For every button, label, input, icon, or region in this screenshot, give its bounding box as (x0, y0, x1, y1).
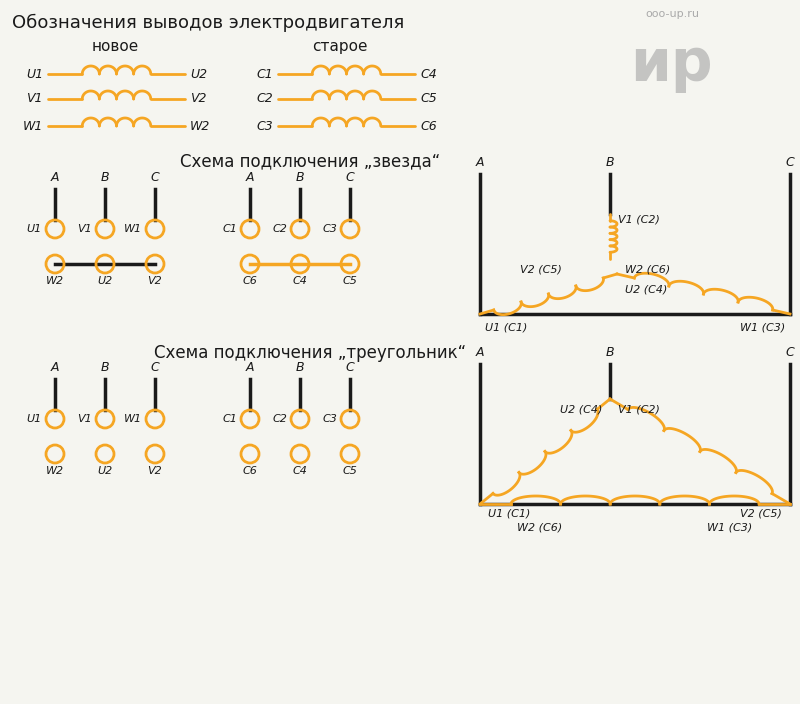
Text: U1: U1 (26, 224, 42, 234)
Text: B: B (606, 156, 614, 169)
Text: C: C (346, 171, 354, 184)
Text: U2: U2 (98, 466, 113, 476)
Text: V2 (C5): V2 (C5) (740, 509, 782, 519)
Text: A: A (50, 361, 59, 374)
Text: U2: U2 (98, 276, 113, 286)
Text: C5: C5 (342, 276, 358, 286)
Text: B: B (296, 171, 304, 184)
Text: W1 (C3): W1 (C3) (740, 322, 785, 332)
Text: A: A (246, 171, 254, 184)
Text: C: C (150, 171, 159, 184)
Text: C6: C6 (242, 466, 258, 476)
Text: C2: C2 (272, 224, 287, 234)
Text: W2: W2 (46, 466, 64, 476)
Text: A: A (246, 361, 254, 374)
Text: B: B (606, 346, 614, 359)
Text: U1 (C1): U1 (C1) (488, 509, 530, 519)
Text: B: B (101, 171, 110, 184)
Text: V1: V1 (26, 92, 43, 106)
Text: V1: V1 (78, 224, 92, 234)
Text: C4: C4 (420, 68, 437, 80)
Text: U1: U1 (26, 414, 42, 424)
Text: V2: V2 (148, 466, 162, 476)
Text: A: A (50, 171, 59, 184)
Text: W2 (C6): W2 (C6) (625, 264, 670, 274)
Text: C6: C6 (242, 276, 258, 286)
Text: B: B (101, 361, 110, 374)
Text: V2: V2 (190, 92, 206, 106)
Text: C1: C1 (222, 414, 237, 424)
Text: ир: ир (630, 36, 713, 93)
Text: V1 (C2): V1 (C2) (618, 214, 660, 224)
Text: W1: W1 (22, 120, 43, 132)
Text: C: C (346, 361, 354, 374)
Text: W2: W2 (46, 276, 64, 286)
Text: A: A (476, 156, 484, 169)
Text: старое: старое (312, 39, 368, 54)
Text: C: C (150, 361, 159, 374)
Text: C3: C3 (322, 224, 337, 234)
Text: V1: V1 (78, 414, 92, 424)
Text: V2 (C5): V2 (C5) (520, 264, 562, 274)
Text: C1: C1 (256, 68, 273, 80)
Text: Схема подключения „треугольник“: Схема подключения „треугольник“ (154, 344, 466, 362)
Text: C: C (786, 346, 794, 359)
Text: C2: C2 (272, 414, 287, 424)
Text: ooo-up.ru: ooo-up.ru (645, 9, 699, 19)
Text: A: A (476, 346, 484, 359)
Text: V1 (C2): V1 (C2) (618, 404, 660, 414)
Text: C4: C4 (293, 276, 307, 286)
Text: C4: C4 (293, 466, 307, 476)
Text: W2: W2 (190, 120, 210, 132)
Text: C1: C1 (222, 224, 237, 234)
Text: C: C (786, 156, 794, 169)
Text: V2: V2 (148, 276, 162, 286)
Text: C3: C3 (322, 414, 337, 424)
Text: U2 (C4): U2 (C4) (560, 404, 602, 414)
Text: новое: новое (91, 39, 138, 54)
Text: C3: C3 (256, 120, 273, 132)
Text: W1 (C3): W1 (C3) (707, 522, 753, 532)
Text: U2 (C4): U2 (C4) (625, 284, 667, 294)
Text: U1: U1 (26, 68, 43, 80)
Text: C5: C5 (342, 466, 358, 476)
Text: B: B (296, 361, 304, 374)
Text: W1: W1 (124, 414, 142, 424)
Text: W2 (C6): W2 (C6) (518, 522, 562, 532)
Text: C5: C5 (420, 92, 437, 106)
Text: Обозначения выводов электродвигателя: Обозначения выводов электродвигателя (12, 14, 404, 32)
Text: U2: U2 (190, 68, 207, 80)
Text: C2: C2 (256, 92, 273, 106)
Text: W1: W1 (124, 224, 142, 234)
Text: C6: C6 (420, 120, 437, 132)
Text: Схема подключения „звезда“: Схема подключения „звезда“ (180, 152, 440, 170)
Text: U1 (C1): U1 (C1) (485, 322, 527, 332)
